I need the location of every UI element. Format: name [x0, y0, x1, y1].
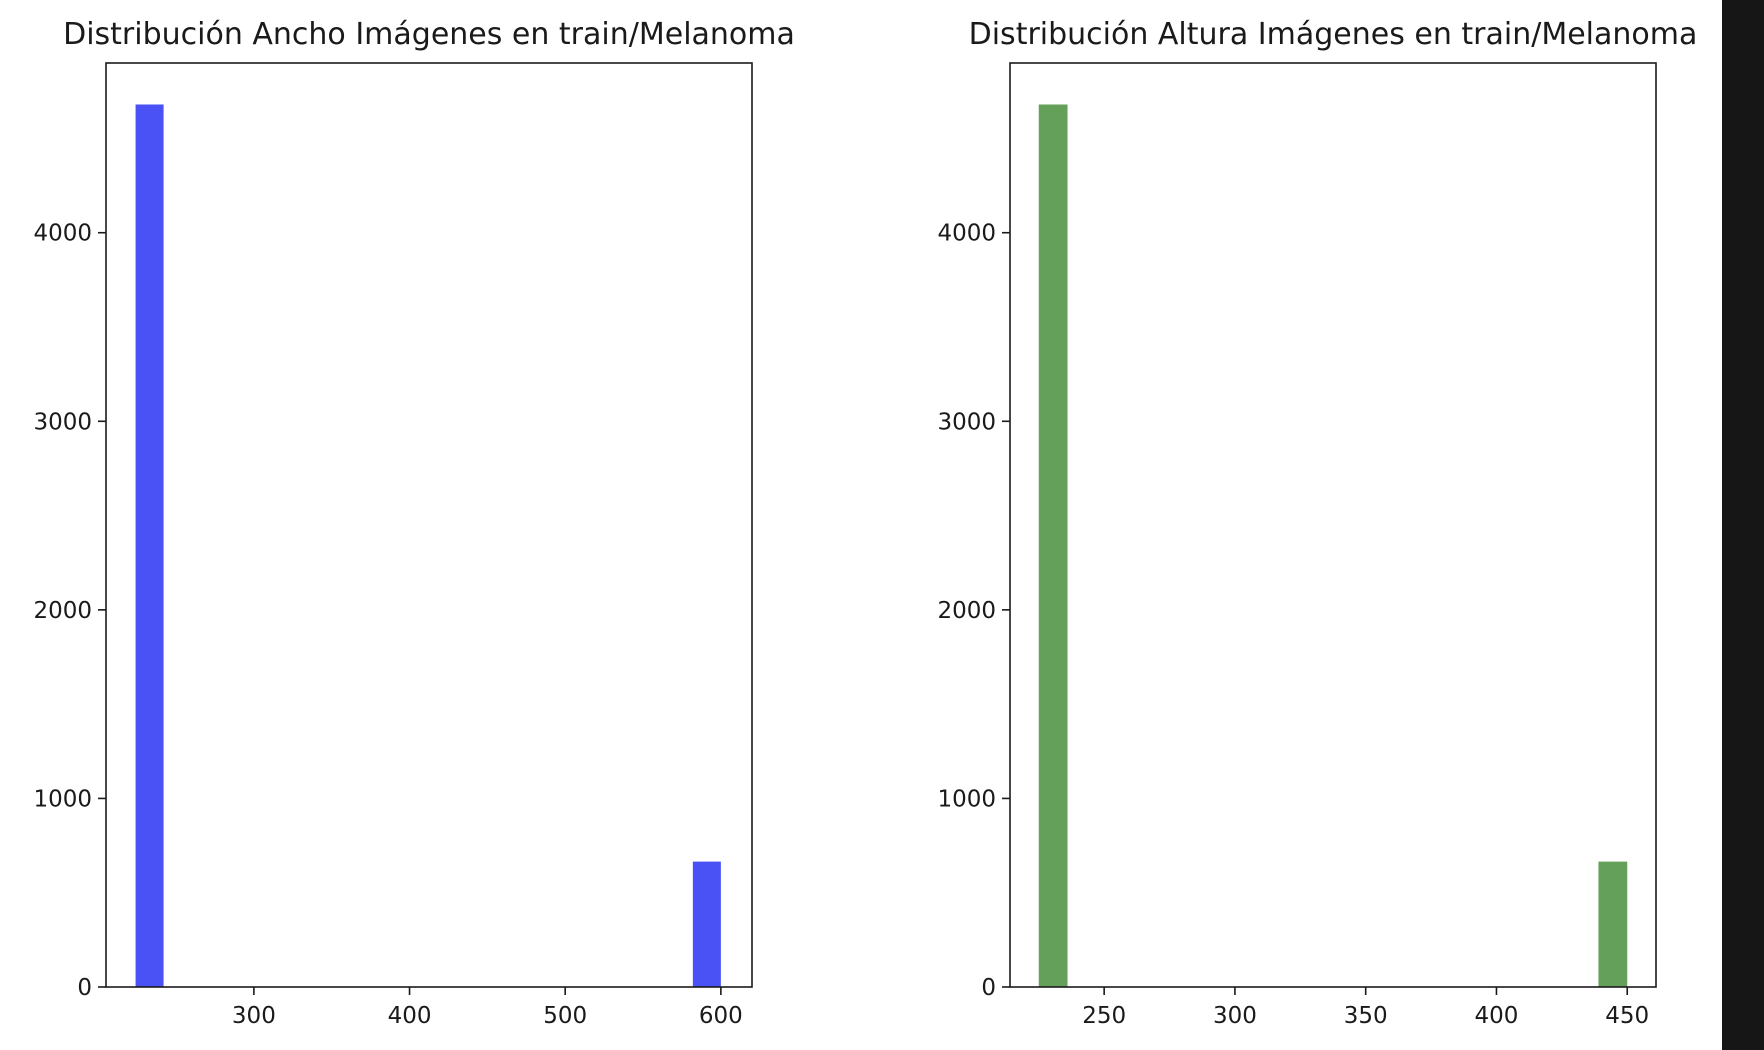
y-axis: 0 1000 2000 3000 4000	[937, 221, 1010, 1001]
y-axis: 0 1000 2000 3000 4000	[33, 221, 106, 1001]
y-tick-label: 4000	[937, 221, 996, 247]
x-tick-label: 400	[1475, 1003, 1519, 1029]
bar-group	[135, 104, 721, 987]
y-tick-label: 0	[77, 975, 92, 1001]
x-tick-label: 250	[1082, 1003, 1126, 1029]
x-tick-label: 450	[1605, 1003, 1649, 1029]
y-tick-label: 3000	[33, 409, 92, 435]
x-tick-label: 300	[232, 1003, 276, 1029]
x-tick-label: 500	[543, 1003, 587, 1029]
bar-0	[135, 104, 164, 987]
x-axis: 250 300 350 400 450	[1082, 987, 1649, 1029]
x-tick-label: 600	[699, 1003, 743, 1029]
y-tick-label: 1000	[33, 786, 92, 812]
x-tick-label: 300	[1213, 1003, 1257, 1029]
window-edge	[1722, 0, 1764, 1050]
x-axis: 300 400 500 600	[232, 987, 743, 1029]
chart-height-distribution: Distribución Altura Imágenes en train/Me…	[937, 17, 1697, 1029]
x-tick-label: 400	[388, 1003, 432, 1029]
y-tick-label: 0	[981, 975, 996, 1001]
plot-frame	[1009, 62, 1657, 988]
chart-title: Distribución Altura Imágenes en train/Me…	[969, 17, 1698, 52]
bar-1	[1598, 861, 1628, 987]
y-tick-label: 4000	[33, 221, 92, 247]
chart-width-distribution: Distribución Ancho Imágenes en train/Mel…	[33, 17, 794, 1029]
y-tick-label: 2000	[937, 598, 996, 624]
chart-title: Distribución Ancho Imágenes en train/Mel…	[63, 17, 795, 52]
y-tick-label: 1000	[937, 786, 996, 812]
bar-0	[1038, 104, 1068, 987]
x-tick-label: 350	[1344, 1003, 1388, 1029]
bar-group	[1038, 104, 1628, 987]
bar-1	[692, 861, 721, 987]
y-tick-label: 2000	[33, 598, 92, 624]
y-tick-label: 3000	[937, 409, 996, 435]
plot-frame	[105, 62, 753, 988]
